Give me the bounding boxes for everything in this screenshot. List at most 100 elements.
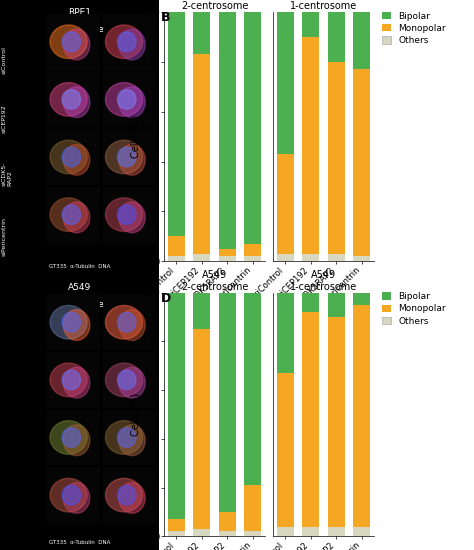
Title: A549
1-centrosome: A549 1-centrosome	[290, 270, 357, 292]
Bar	[168, 519, 184, 531]
Text: C: C	[2, 278, 11, 291]
Text: 1: 1	[111, 314, 117, 322]
Ellipse shape	[64, 482, 90, 513]
Bar	[277, 373, 293, 526]
Text: 2: 2	[53, 314, 58, 322]
Bar	[245, 293, 261, 485]
Ellipse shape	[64, 145, 90, 175]
Bar	[193, 254, 210, 261]
Ellipse shape	[118, 145, 145, 175]
Bar	[302, 526, 319, 536]
Ellipse shape	[118, 29, 145, 60]
Ellipse shape	[50, 25, 87, 58]
Bar	[328, 317, 345, 526]
Legend: Bipolar, Monopolar, Others: Bipolar, Monopolar, Others	[382, 292, 446, 326]
Ellipse shape	[106, 305, 143, 339]
Bar	[354, 69, 370, 256]
Text: GT335  α-Tubulin  DNA: GT335 α-Tubulin DNA	[49, 540, 110, 544]
Ellipse shape	[118, 202, 145, 233]
Ellipse shape	[106, 363, 143, 397]
Text: D: D	[161, 292, 172, 305]
Ellipse shape	[64, 310, 90, 340]
Text: Centrosomes: Centrosomes	[50, 300, 109, 309]
Bar	[302, 293, 319, 312]
Text: B: B	[161, 11, 171, 24]
Ellipse shape	[50, 363, 87, 397]
Bar	[354, 293, 370, 305]
Bar	[354, 256, 370, 261]
Text: siCEP192: siCEP192	[1, 104, 7, 133]
Bar	[277, 254, 293, 261]
Ellipse shape	[64, 87, 90, 118]
Bar	[277, 12, 293, 154]
Bar	[302, 254, 319, 261]
Bar	[168, 12, 184, 236]
Bar	[219, 293, 236, 512]
Ellipse shape	[118, 482, 145, 513]
Ellipse shape	[50, 478, 87, 512]
Bar	[193, 329, 210, 529]
Bar	[168, 293, 184, 519]
Text: 2: 2	[53, 39, 58, 47]
Ellipse shape	[106, 421, 143, 454]
Text: siPericentrin: siPericentrin	[1, 217, 7, 256]
Bar	[219, 12, 236, 249]
Ellipse shape	[118, 312, 136, 332]
Bar	[168, 531, 184, 536]
Bar	[245, 531, 261, 536]
Ellipse shape	[50, 305, 87, 339]
Ellipse shape	[106, 82, 143, 116]
Ellipse shape	[118, 428, 136, 447]
Bar	[219, 249, 236, 256]
Y-axis label: Cells (%): Cells (%)	[131, 393, 141, 436]
Bar	[219, 531, 236, 536]
Bar	[277, 526, 293, 536]
Bar	[328, 254, 345, 261]
Bar	[193, 293, 210, 329]
Ellipse shape	[62, 370, 81, 389]
Ellipse shape	[64, 29, 90, 60]
Ellipse shape	[62, 428, 81, 447]
Bar	[328, 62, 345, 254]
Ellipse shape	[50, 82, 87, 116]
Ellipse shape	[62, 205, 81, 224]
Bar	[302, 312, 319, 526]
Bar	[168, 236, 184, 256]
Ellipse shape	[62, 147, 81, 167]
Ellipse shape	[106, 478, 143, 512]
Title: RPE1
2-centrosome: RPE1 2-centrosome	[181, 0, 248, 12]
Text: RPE1: RPE1	[68, 8, 91, 17]
Ellipse shape	[118, 205, 136, 224]
Ellipse shape	[62, 90, 81, 109]
Bar	[328, 293, 345, 317]
Bar	[277, 293, 293, 373]
Text: siControl: siControl	[1, 47, 7, 74]
Bar	[354, 12, 370, 69]
Text: siCDK5-
RAP2: siCDK5- RAP2	[1, 161, 12, 185]
Ellipse shape	[118, 370, 136, 389]
Ellipse shape	[106, 198, 143, 232]
Bar	[245, 12, 261, 244]
Y-axis label: Cells (%): Cells (%)	[131, 115, 141, 158]
Ellipse shape	[118, 90, 136, 109]
Bar	[277, 154, 293, 254]
Text: GT335  α-Tubulin  DNA: GT335 α-Tubulin DNA	[49, 265, 110, 270]
Bar	[168, 256, 184, 261]
Ellipse shape	[118, 367, 145, 398]
Bar	[354, 305, 370, 526]
Ellipse shape	[118, 87, 145, 118]
Text: A: A	[2, 3, 12, 16]
Ellipse shape	[118, 485, 136, 505]
Text: 1: 1	[111, 39, 117, 47]
Ellipse shape	[106, 25, 143, 58]
Bar	[193, 54, 210, 254]
Ellipse shape	[118, 147, 136, 167]
Text: Centrosomes: Centrosomes	[50, 25, 109, 34]
Text: A549: A549	[68, 283, 91, 292]
Title: RPE1
1-centrosome: RPE1 1-centrosome	[290, 0, 357, 12]
Ellipse shape	[62, 485, 81, 505]
Ellipse shape	[62, 32, 81, 52]
Bar	[193, 529, 210, 536]
Bar	[302, 37, 319, 254]
Ellipse shape	[106, 140, 143, 174]
